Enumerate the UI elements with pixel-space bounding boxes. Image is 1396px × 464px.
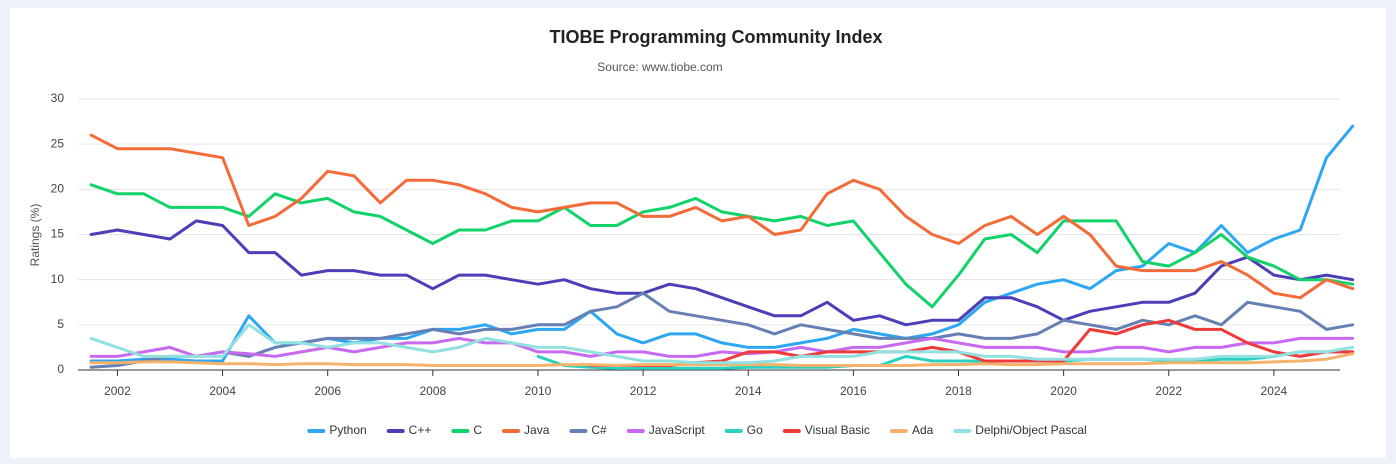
x-tick-label: 2004 xyxy=(209,384,236,398)
series-line xyxy=(536,350,1355,370)
x-tick-label: 2022 xyxy=(1155,384,1182,398)
x-tick-label: 2002 xyxy=(104,384,131,398)
series-line xyxy=(89,219,1355,327)
legend: Python C++ C Java C# JavaScript Go Visual Basic… xyxy=(307,423,1087,437)
legend-label: Java xyxy=(524,423,550,437)
series-line xyxy=(89,336,1355,358)
y-tick-label: 30 xyxy=(51,91,65,105)
y-axis-label: Ratings (%) xyxy=(28,204,42,267)
chart-subtitle: Source: www.tiobe.com xyxy=(597,60,722,74)
x-tick-label: 2016 xyxy=(840,384,867,398)
legend-label: Python xyxy=(329,423,366,437)
series-line xyxy=(89,183,1355,309)
series-line xyxy=(89,124,1355,363)
legend-label: C++ xyxy=(409,423,432,437)
legend-label: Delphi/Object Pascal xyxy=(975,423,1086,437)
x-tick-label: 2012 xyxy=(630,384,657,398)
series-line xyxy=(89,133,1355,300)
x-tick-label: 2010 xyxy=(525,384,552,398)
series-line xyxy=(89,352,1355,367)
y-tick-label: 15 xyxy=(51,227,65,241)
legend-label: JavaScript xyxy=(649,423,706,437)
x-tick-label: 2008 xyxy=(419,384,446,398)
legend-label: Go xyxy=(747,423,763,437)
x-tick-label: 2006 xyxy=(314,384,341,398)
legend-label: Ada xyxy=(912,423,934,437)
y-tick-label: 10 xyxy=(51,272,65,286)
chart-card xyxy=(10,8,1386,458)
x-tick-label: 2018 xyxy=(945,384,972,398)
x-tick-label: 2024 xyxy=(1261,384,1288,398)
y-tick-label: 20 xyxy=(51,182,65,196)
chart-title: TIOBE Programming Community Index xyxy=(549,27,882,47)
legend-label: Visual Basic xyxy=(805,423,870,437)
y-tick-label: 25 xyxy=(51,136,65,150)
x-tick-label: 2014 xyxy=(735,384,762,398)
y-tick-label: 5 xyxy=(57,317,64,331)
series-line xyxy=(89,323,1355,365)
y-tick-label: 0 xyxy=(57,362,64,376)
x-tick-label: 2020 xyxy=(1050,384,1077,398)
legend-label: C xyxy=(473,423,482,437)
legend-label: C# xyxy=(591,423,607,437)
